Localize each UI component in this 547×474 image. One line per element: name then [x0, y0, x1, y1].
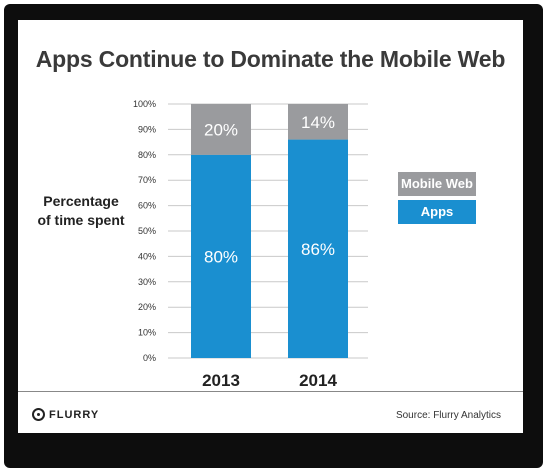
y-tick-label: 90%: [138, 124, 156, 134]
y-tick-label: 30%: [138, 277, 156, 287]
source-note: Source: Flurry Analytics: [395, 410, 501, 421]
data-label: 80%: [204, 247, 238, 266]
y-tick-label: 40%: [138, 251, 156, 261]
y-tick-label: 100%: [133, 99, 156, 109]
y-tick-label: 70%: [138, 175, 156, 185]
slide: Apps Continue to Dominate the Mobile Web…: [18, 20, 523, 433]
x-tick-label: 2013: [202, 371, 240, 390]
legend-apps: Apps: [398, 200, 476, 224]
y-tick-label: 20%: [138, 302, 156, 312]
bar-mobile-web-2013: [191, 104, 251, 155]
flurry-logo-text: FLURRY: [49, 408, 100, 421]
slide-frame: Apps Continue to Dominate the Mobile Web…: [4, 4, 543, 468]
data-label: 20%: [204, 120, 238, 139]
x-tick-label: 2014: [299, 371, 337, 390]
y-axis-label: Percentage of time spent: [26, 192, 136, 230]
chart-title: Apps Continue to Dominate the Mobile Web: [35, 46, 506, 72]
bar-mobile-web-2014: [288, 104, 348, 140]
y-tick-label: 10%: [138, 328, 156, 338]
y-tick-label: 0%: [143, 353, 156, 363]
data-label: 14%: [301, 113, 335, 132]
y-axis-label-line-2: of time spent: [37, 212, 125, 228]
chart-svg: 0% 10% 20% 30% 40% 50% 60% 70% 80% 90% 100% 80% 20% 2…: [133, 99, 368, 390]
footer-divider: [18, 391, 523, 392]
y-tick-label: 80%: [138, 150, 156, 160]
flurry-logo: FLURRY: [32, 408, 99, 421]
bar-apps-2014: [288, 139, 348, 358]
data-label: 86%: [301, 240, 335, 259]
flurry-logo-icon: [32, 408, 45, 421]
y-tick-label: 60%: [138, 201, 156, 211]
bar-apps-2013: [191, 154, 251, 358]
y-axis-label-line-1: Percentage: [43, 193, 119, 209]
legend-mobile-web: Mobile Web: [398, 172, 476, 196]
y-tick-label: 50%: [138, 226, 156, 236]
